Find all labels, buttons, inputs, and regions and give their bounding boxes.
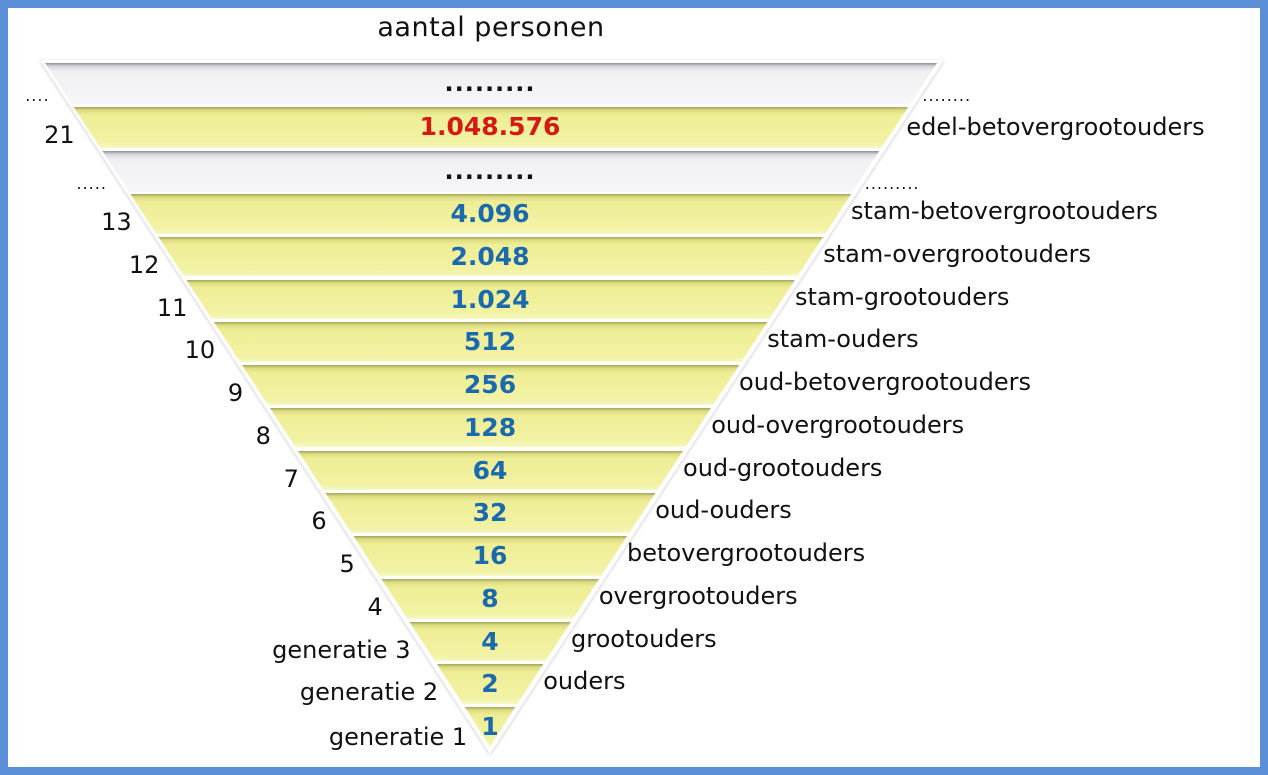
relation-label: stam-overgrootouders	[823, 239, 1092, 268]
relation-label: betovergrootouders	[627, 539, 866, 567]
relation-label: ouders	[543, 667, 626, 695]
band-ellipsis: .........	[444, 69, 536, 97]
generation-label: 5	[339, 550, 355, 578]
generation-ellipsis: .....	[76, 174, 107, 193]
band-value: 256	[463, 370, 517, 399]
band-value: 64	[472, 456, 508, 485]
pyramid-band	[381, 579, 600, 619]
pyramid-band	[409, 622, 571, 661]
relation-label: oud-grootouders	[683, 453, 883, 482]
pyramid-band	[73, 107, 909, 148]
band-value: 2.048	[450, 242, 530, 271]
band-value: 32	[472, 498, 508, 527]
pyramid-band	[158, 237, 824, 276]
band-value: 8	[481, 584, 499, 613]
pyramid-band	[464, 707, 516, 747]
pyramid-band	[186, 280, 795, 319]
band-value: 128	[463, 413, 517, 442]
pyramid-bands	[45, 63, 937, 747]
band-value: 16	[472, 541, 508, 570]
relation-label: oud-ouders	[655, 496, 792, 524]
generation-label: generatie 1	[328, 722, 468, 751]
pyramid-band	[45, 63, 937, 104]
pyramid-band	[298, 451, 683, 490]
relation-label: oud-betovergrootouders	[739, 368, 1031, 396]
band-value: 4.096	[450, 199, 530, 228]
relation-label: stam-grootouders	[795, 282, 1010, 311]
relation-label: overgrootouders	[598, 582, 798, 610]
relation-ellipsis: ........	[922, 86, 972, 105]
band-value: 1.024	[450, 285, 530, 314]
generation-label: 6	[311, 507, 327, 535]
generation-label: 9	[227, 379, 244, 407]
generation-label: generatie 2	[299, 678, 439, 706]
generation-label: generatie 3	[272, 635, 411, 664]
diagram-title: aantal personen	[377, 12, 605, 43]
relation-label: edel-betovergrootouders	[906, 112, 1205, 141]
pyramid-band	[241, 365, 740, 405]
pyramid-band	[436, 664, 544, 704]
band-value: 2	[481, 669, 499, 698]
band-value: 1	[481, 712, 499, 741]
generation-label: 10	[184, 336, 216, 364]
relation-label: oud-overgrootouders	[711, 410, 965, 439]
pyramid-band	[325, 493, 656, 533]
pyramid-band	[130, 194, 852, 234]
generation-label: 11	[156, 293, 188, 322]
pyramid-band	[102, 151, 880, 192]
relation-label: stam-betovergrootouders	[851, 197, 1158, 225]
generation-label: 7	[283, 464, 299, 493]
generation-label: 8	[255, 421, 271, 450]
band-value: 1.048.576	[419, 112, 561, 141]
relation-label: grootouders	[571, 624, 717, 653]
generation-label: 12	[128, 250, 160, 279]
pyramid-band	[353, 536, 628, 576]
relation-ellipsis: .........	[864, 174, 920, 193]
generation-ellipsis: ....	[25, 86, 50, 105]
band-value: 512	[463, 327, 517, 356]
pyramid-band	[269, 408, 712, 447]
generation-label: 13	[101, 208, 132, 236]
band-ellipsis: .........	[444, 157, 536, 185]
pyramid-band	[213, 322, 768, 362]
generation-label: 4	[367, 593, 383, 621]
relation-label: stam-ouders	[767, 325, 919, 353]
band-value: 4	[481, 627, 499, 656]
generation-label: 21	[44, 120, 75, 149]
